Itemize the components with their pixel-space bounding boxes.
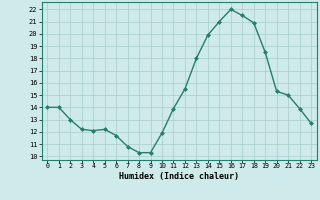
- X-axis label: Humidex (Indice chaleur): Humidex (Indice chaleur): [119, 172, 239, 181]
